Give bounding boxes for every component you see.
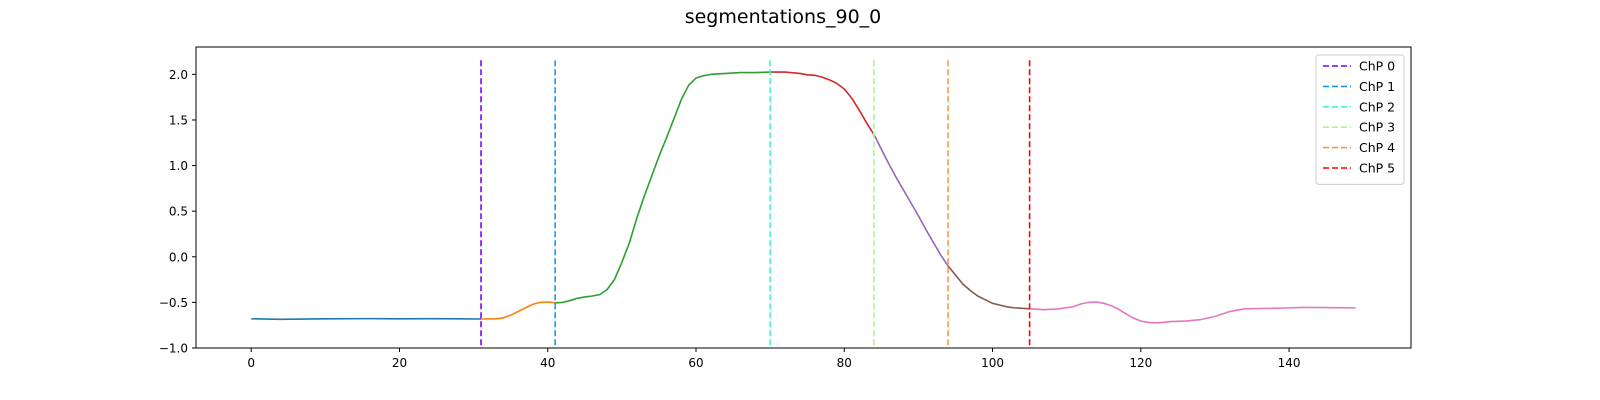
- series-segment-1: [481, 301, 556, 320]
- y-tick-label-6: 2.0: [169, 68, 188, 82]
- x-tick-label-7: 140: [1278, 356, 1301, 370]
- legend-label-0: ChP 0: [1359, 59, 1395, 74]
- y-tick-label-4: 1.0: [169, 159, 188, 173]
- series-segment-2: [555, 71, 771, 304]
- legend-label-4: ChP 4: [1359, 140, 1395, 155]
- x-tick-label-0: 0: [247, 356, 255, 370]
- series-segment-5: [947, 265, 1030, 310]
- x-tick-label-4: 80: [837, 356, 852, 370]
- legend-label-1: ChP 1: [1359, 79, 1395, 94]
- legend-label-5: ChP 5: [1359, 161, 1395, 176]
- x-tick-label-2: 40: [540, 356, 555, 370]
- series-segment-6: [1029, 301, 1356, 324]
- x-tick-label-6: 120: [1129, 356, 1152, 370]
- x-tick-label-3: 60: [688, 356, 703, 370]
- y-tick-label-5: 1.5: [169, 113, 188, 127]
- legend-box: [1315, 54, 1405, 185]
- y-tick-label-2: 0.0: [169, 250, 188, 264]
- chart-title: segmentations_90_0: [685, 6, 882, 28]
- y-tick-label-3: 0.5: [169, 205, 188, 219]
- series-segment-0: [251, 317, 482, 321]
- series-segment-3: [770, 71, 875, 135]
- series-segment-4: [873, 134, 949, 267]
- y-tick-label-0: −1.0: [159, 342, 188, 356]
- plot-area: 0 20 40 60 80 100 120 140 −1.0 −0.5 0.0 0.5 1.0 1.5 2.…: [159, 46, 1412, 370]
- legend-label-3: ChP 3: [1359, 120, 1395, 135]
- x-tick-label-1: 20: [392, 356, 407, 370]
- x-tick-label-5: 100: [981, 356, 1004, 370]
- axes-frame: [195, 46, 1412, 349]
- legend: ChP 0 ChP 1 ChP 2 ChP 3 ChP 4 ChP 5: [1315, 54, 1405, 185]
- legend-label-2: ChP 2: [1359, 99, 1395, 114]
- y-tick-label-1: −0.5: [159, 296, 188, 310]
